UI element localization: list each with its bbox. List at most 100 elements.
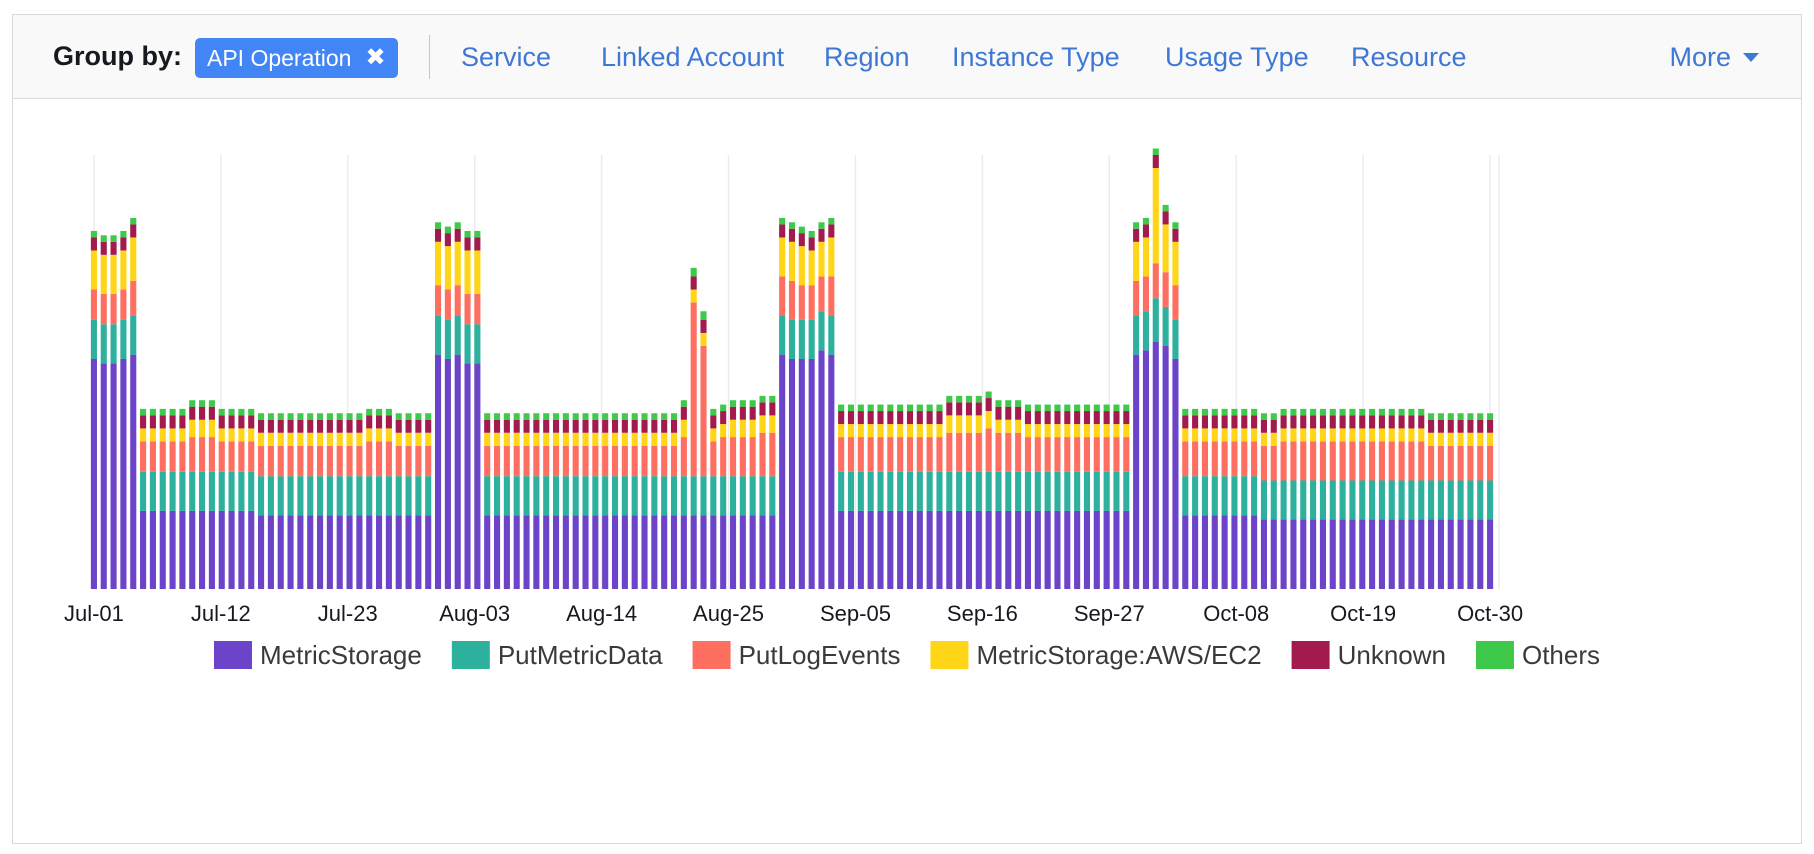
bar-segment[interactable] [788, 222, 796, 229]
bar-segment[interactable] [1093, 510, 1100, 589]
bar-segment[interactable] [1172, 319, 1179, 359]
bar-segment[interactable] [700, 476, 707, 516]
bar-segment[interactable] [513, 432, 520, 446]
bar-segment[interactable] [808, 237, 815, 251]
bar-segment[interactable] [130, 280, 137, 316]
bar-segment[interactable] [680, 515, 687, 589]
bar-segment[interactable] [651, 445, 658, 477]
bar-segment[interactable] [1280, 415, 1287, 429]
legend-item[interactable]: PutLogEvents [692, 640, 901, 670]
bar-segment[interactable] [641, 413, 648, 420]
bar-segment[interactable] [1251, 408, 1258, 416]
bar-segment[interactable] [1241, 441, 1248, 477]
bar-segment[interactable] [503, 432, 510, 446]
bar-segment[interactable] [1369, 480, 1376, 520]
bar-segment[interactable] [415, 413, 422, 420]
bar-segment[interactable] [808, 250, 815, 286]
bar-segment[interactable] [336, 419, 343, 433]
bar-segment[interactable] [926, 424, 933, 438]
bar-segment[interactable] [1211, 415, 1218, 429]
bar-segment[interactable] [484, 445, 491, 477]
bar-segment[interactable] [798, 319, 805, 359]
bar-segment[interactable] [1093, 424, 1100, 438]
bar-segment[interactable] [1349, 408, 1356, 416]
bar-segment[interactable] [1231, 476, 1238, 516]
bar-segment[interactable] [267, 432, 274, 446]
bar-segment[interactable] [749, 419, 756, 438]
bar-segment[interactable] [769, 515, 776, 589]
bar-segment[interactable] [729, 419, 737, 438]
bar-segment[interactable] [769, 395, 776, 403]
bar-segment[interactable] [1388, 428, 1395, 442]
bar-segment[interactable] [661, 419, 668, 433]
bar-segment[interactable] [985, 428, 992, 472]
bar-segment[interactable] [169, 415, 176, 429]
bar-segment[interactable] [779, 354, 786, 589]
bar-segment[interactable] [1300, 480, 1307, 520]
bar-segment[interactable] [1428, 419, 1435, 433]
bar-segment[interactable] [965, 395, 973, 403]
bar-segment[interactable] [464, 250, 471, 294]
bar-segment[interactable] [277, 413, 284, 420]
bar-segment[interactable] [552, 515, 560, 589]
bar-segment[interactable] [208, 400, 215, 407]
bar-segment[interactable] [120, 358, 127, 589]
bar-segment[interactable] [926, 471, 933, 511]
bar-segment[interactable] [680, 437, 687, 477]
bar-segment[interactable] [326, 413, 333, 420]
bar-segment[interactable] [592, 476, 599, 516]
bar-segment[interactable] [1408, 519, 1415, 589]
bar-segment[interactable] [562, 515, 569, 589]
bar-segment[interactable] [759, 415, 766, 433]
bar-segment[interactable] [1221, 515, 1228, 589]
bar-segment[interactable] [759, 476, 766, 516]
bar-segment[interactable] [897, 411, 904, 425]
bar-segment[interactable] [199, 419, 206, 438]
bar-segment[interactable] [779, 237, 786, 277]
bar-segment[interactable] [1329, 408, 1336, 416]
bar-segment[interactable] [946, 471, 953, 511]
bar-segment[interactable] [376, 476, 383, 516]
bar-segment[interactable] [710, 408, 717, 416]
bar-segment[interactable] [739, 515, 746, 589]
bar-segment[interactable] [965, 471, 973, 511]
bar-segment[interactable] [779, 315, 786, 355]
bar-segment[interactable] [90, 250, 97, 290]
bar-segment[interactable] [267, 419, 274, 433]
bar-segment[interactable] [779, 276, 786, 316]
bar-segment[interactable] [611, 515, 619, 589]
bar-segment[interactable] [1024, 424, 1032, 438]
bar-segment[interactable] [690, 302, 697, 477]
bar-segment[interactable] [1359, 480, 1366, 520]
bar-segment[interactable] [946, 510, 953, 589]
bar-segment[interactable] [543, 432, 550, 446]
bar-segment[interactable] [1241, 415, 1248, 429]
bar-segment[interactable] [1437, 419, 1444, 433]
bar-segment[interactable] [1221, 415, 1228, 429]
bar-segment[interactable] [1378, 519, 1385, 589]
bar-segment[interactable] [523, 445, 530, 477]
bar-segment[interactable] [277, 476, 284, 516]
bar-segment[interactable] [287, 413, 294, 420]
bar-segment[interactable] [533, 432, 540, 446]
bar-segment[interactable] [749, 515, 756, 589]
bar-segment[interactable] [1437, 519, 1444, 589]
bar-segment[interactable] [729, 476, 737, 516]
bar-segment[interactable] [346, 515, 353, 589]
bar-segment[interactable] [582, 445, 589, 477]
bar-segment[interactable] [493, 476, 501, 516]
bar-segment[interactable] [1201, 428, 1208, 442]
bar-segment[interactable] [454, 354, 461, 589]
bar-segment[interactable] [1064, 471, 1071, 511]
bar-segment[interactable] [110, 293, 117, 325]
bar-segment[interactable] [317, 432, 324, 446]
bar-segment[interactable] [189, 406, 196, 420]
bar-segment[interactable] [277, 445, 284, 477]
bar-segment[interactable] [258, 413, 265, 420]
bar-segment[interactable] [1398, 428, 1405, 442]
bar-segment[interactable] [857, 437, 864, 472]
bar-segment[interactable] [238, 441, 245, 472]
bar-segment[interactable] [1093, 471, 1100, 511]
bar-segment[interactable] [700, 311, 707, 320]
bar-segment[interactable] [425, 419, 432, 433]
